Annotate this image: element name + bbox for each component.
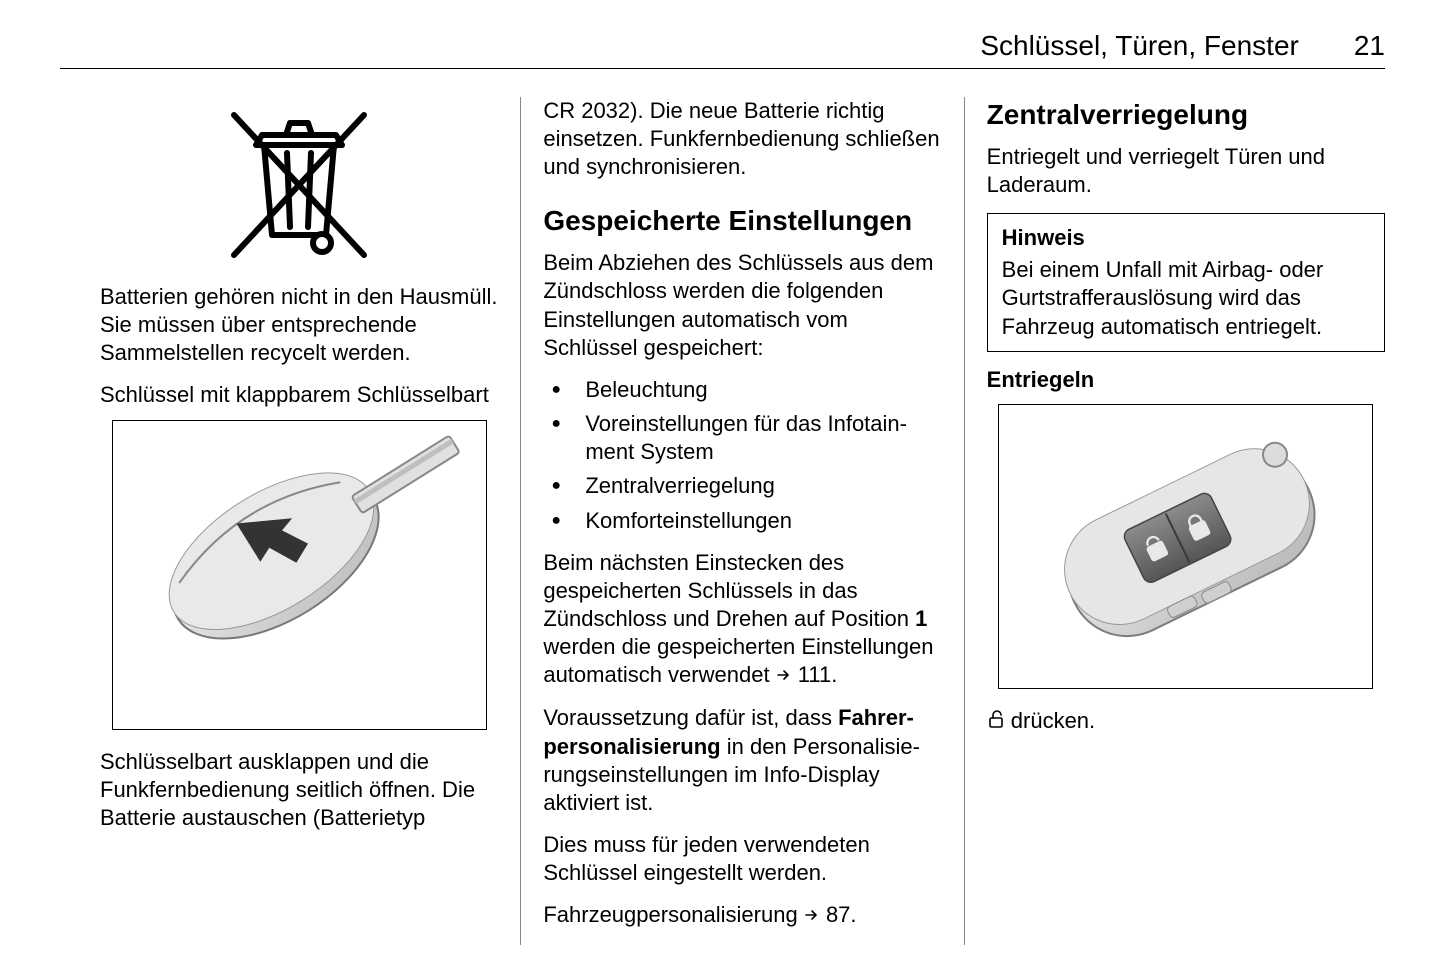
stored-p2: Beim nächsten Einstecken des gespeichert… <box>543 549 941 691</box>
ref-text: 87. <box>820 902 857 927</box>
figure-key-fold <box>100 420 498 730</box>
hint-title: Hinweis <box>1002 224 1370 252</box>
central-lock-heading: Zentralverriegelung <box>987 97 1385 133</box>
key-fold-illustration <box>119 427 479 722</box>
figure-key-remote <box>987 404 1385 689</box>
bullet-item: Zentralverriegelung <box>543 472 941 500</box>
battery-cont-text: CR 2032). Die neue Batterie richtig eins… <box>543 97 941 181</box>
text-span: Fahrzeugpersonalisierung <box>543 902 804 927</box>
stored-intro: Beim Abziehen des Schlüssels aus dem Zün… <box>543 249 941 362</box>
stored-p5: Fahrzeugpersonalisierung 87. <box>543 901 941 930</box>
battery-disposal-text: Batterien gehören nicht in den Haus­müll… <box>100 283 498 367</box>
column-2: CR 2032). Die neue Batterie richtig eins… <box>520 97 963 945</box>
column-1: Batterien gehören nicht in den Haus­müll… <box>60 97 520 945</box>
stored-bullets: Beleuchtung Voreinstellungen für das Inf… <box>543 376 941 535</box>
page-header: Schlüssel, Türen, Fenster 21 <box>60 30 1385 69</box>
text-span: Beim nächsten Einstecken des gespeichert… <box>543 550 915 631</box>
header-title: Schlüssel, Türen, Fenster <box>980 30 1299 62</box>
bullet-item: Voreinstellungen für das Infotain­ment S… <box>543 410 941 466</box>
hint-body: Bei einem Unfall mit Airbag- oder Gurtst… <box>1002 256 1370 340</box>
central-lock-text: Entriegelt und verriegelt Türen und Lade… <box>987 143 1385 199</box>
column-3: Zentralverriegelung Entriegelt und verri… <box>964 97 1385 945</box>
stored-p4: Dies muss für jeden verwendeten Schlüsse… <box>543 831 941 887</box>
fold-key-heading: Schlüssel mit klappbarem Schlüsselbart <box>100 381 498 409</box>
text-span: werden die gespeicherten Einstel­lungen … <box>543 634 933 687</box>
fold-key-text: Schlüsselbart ausklappen und die Funkfer… <box>100 748 498 832</box>
hint-box: Hinweis Bei einem Unfall mit Airbag- ode… <box>987 213 1385 352</box>
stored-settings-heading: Gespeicherte Einstellungen <box>543 203 941 239</box>
ref-arrow-icon <box>804 902 820 930</box>
bold-span: 1 <box>915 606 927 631</box>
manual-page: Schlüssel, Türen, Fenster 21 <box>0 0 1445 965</box>
text-span: Voraussetzung dafür ist, dass <box>543 705 838 730</box>
press-unlock-text: drücken. <box>987 707 1385 737</box>
no-bin-icon <box>214 105 384 265</box>
key-remote-illustration <box>1006 411 1366 681</box>
figure-no-bin <box>100 105 498 265</box>
press-text: drücken. <box>1005 708 1096 733</box>
unlock-heading: Entriegeln <box>987 366 1385 394</box>
bullet-item: Komforteinstellungen <box>543 507 941 535</box>
ref-arrow-icon <box>776 662 792 690</box>
unlock-icon <box>987 708 1005 737</box>
content-columns: Batterien gehören nicht in den Haus­müll… <box>60 97 1385 945</box>
header-page-number: 21 <box>1354 30 1385 62</box>
bullet-item: Beleuchtung <box>543 376 941 404</box>
ref-text: 111. <box>792 662 838 687</box>
stored-p3: Voraussetzung dafür ist, dass Fahrer­per… <box>543 704 941 817</box>
